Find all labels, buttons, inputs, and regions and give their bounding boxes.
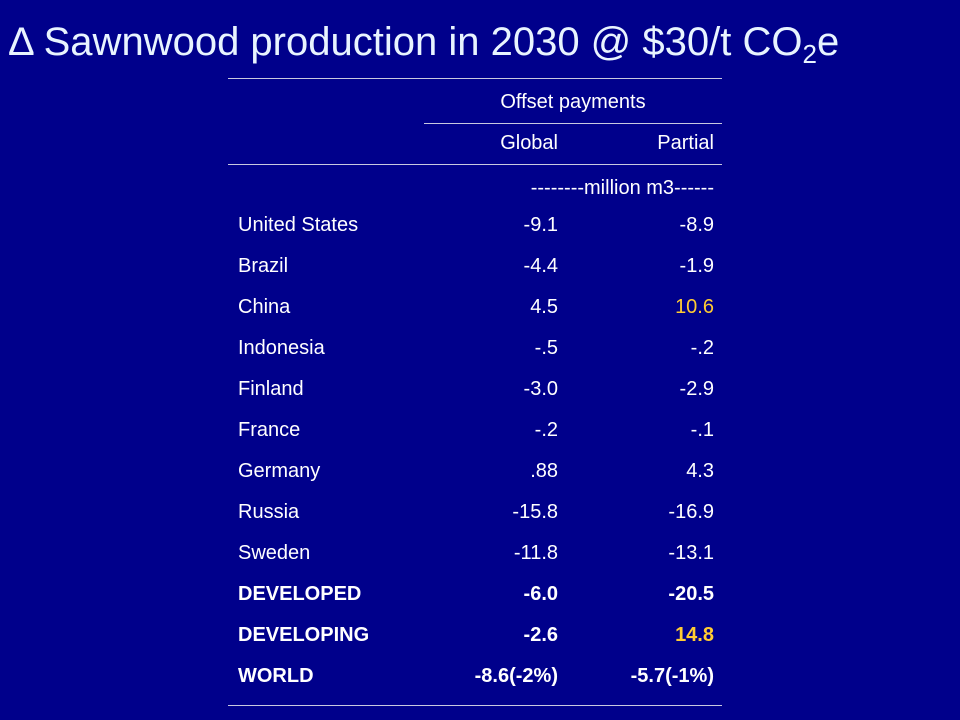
global-value-total: -8.6(-2%) — [474, 665, 558, 687]
global-value: -4.4 — [523, 255, 558, 277]
row-label: Russia — [238, 501, 300, 523]
partial-value: -8.9 — [679, 214, 714, 236]
row-label: Finland — [238, 378, 304, 400]
partial-value: -1.9 — [679, 255, 714, 277]
column-header-rule — [228, 164, 722, 165]
global-value: -15.8 — [512, 501, 558, 523]
partial-value: -.2 — [690, 337, 714, 359]
row-label-total: WORLD — [238, 665, 314, 687]
partial-value: -.1 — [690, 419, 714, 441]
partial-value-highlighted: 10.6 — [675, 296, 714, 318]
partial-value-total-highlighted: 14.8 — [675, 624, 714, 646]
global-value-total: -2.6 — [523, 624, 558, 646]
partial-value-total: -5.7(-1%) — [630, 665, 714, 687]
global-value: .88 — [530, 460, 558, 482]
group-header-rule — [424, 123, 722, 124]
partial-value: 4.3 — [686, 460, 714, 482]
partial-value-total: -20.5 — [668, 583, 714, 605]
global-value: -.5 — [534, 337, 558, 359]
row-label: United States — [238, 214, 359, 236]
partial-value: -2.9 — [679, 378, 714, 400]
global-value-total: -6.0 — [523, 583, 558, 605]
column-header-partial: Partial — [657, 132, 714, 154]
sawnwood-table: Offset payments Global Partial --------m… — [228, 78, 722, 708]
global-value: 4.5 — [530, 296, 558, 318]
top-rule — [228, 78, 722, 79]
row-label: Indonesia — [238, 337, 325, 359]
row-label-total: DEVELOPED — [238, 583, 362, 605]
global-value: -3.0 — [523, 378, 558, 400]
column-header-global: Global — [500, 132, 558, 154]
global-value: -11.8 — [513, 542, 558, 564]
row-label-total: DEVELOPING — [238, 624, 370, 646]
partial-value: -13.1 — [668, 542, 714, 564]
row-label: Germany — [238, 460, 321, 482]
row-label: France — [238, 419, 301, 441]
global-value: -.2 — [534, 419, 558, 441]
row-label: Brazil — [238, 255, 289, 277]
bottom-rule — [228, 705, 722, 706]
slide-title: Δ Sawnwood production in 2030 @ $30/t CO… — [8, 20, 840, 69]
row-label: Sweden — [238, 542, 311, 564]
row-label: China — [238, 296, 291, 318]
units-label: --------million m3------ — [530, 177, 714, 199]
partial-value: -16.9 — [668, 501, 714, 523]
group-header: Offset payments — [500, 91, 646, 113]
global-value: -9.1 — [523, 214, 558, 236]
